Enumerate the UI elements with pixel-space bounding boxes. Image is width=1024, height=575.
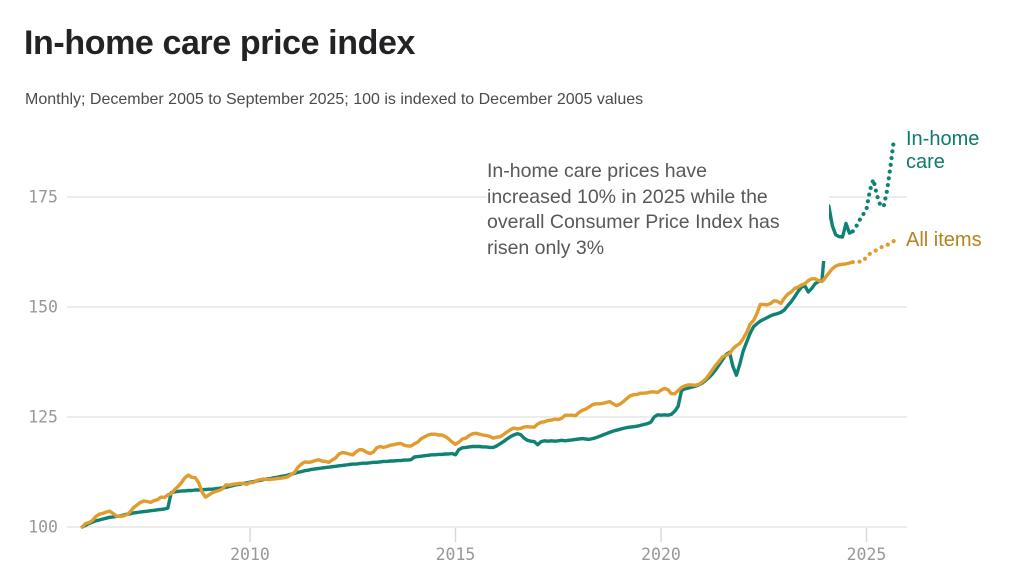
page-title: In-home care price index <box>24 24 415 62</box>
svg-text:100: 100 <box>28 518 58 537</box>
chart-annotation: In-home care prices have increased 10% i… <box>487 159 829 261</box>
svg-text:150: 150 <box>28 298 58 317</box>
svg-text:125: 125 <box>28 408 58 427</box>
annotation-line: In-home care prices have <box>487 160 708 182</box>
svg-text:2020: 2020 <box>641 545 681 564</box>
svg-text:175: 175 <box>28 188 58 207</box>
svg-text:2015: 2015 <box>436 545 476 564</box>
annotation-line: increased 10% in 2025 while the <box>487 185 768 208</box>
legend-label-in-home-care: In-home care <box>906 128 979 174</box>
legend-line: In-home <box>906 128 980 150</box>
annotation-line: overall Consumer Price Index has <box>487 211 780 233</box>
svg-text:2025: 2025 <box>847 545 887 564</box>
legend-line: care <box>906 151 945 173</box>
annotation-line: risen only 3% <box>487 236 605 259</box>
svg-text:2010: 2010 <box>230 545 270 564</box>
page-subtitle: Monthly; December 2005 to September 2025… <box>25 91 644 108</box>
legend-label-all-items: All items <box>906 229 982 251</box>
